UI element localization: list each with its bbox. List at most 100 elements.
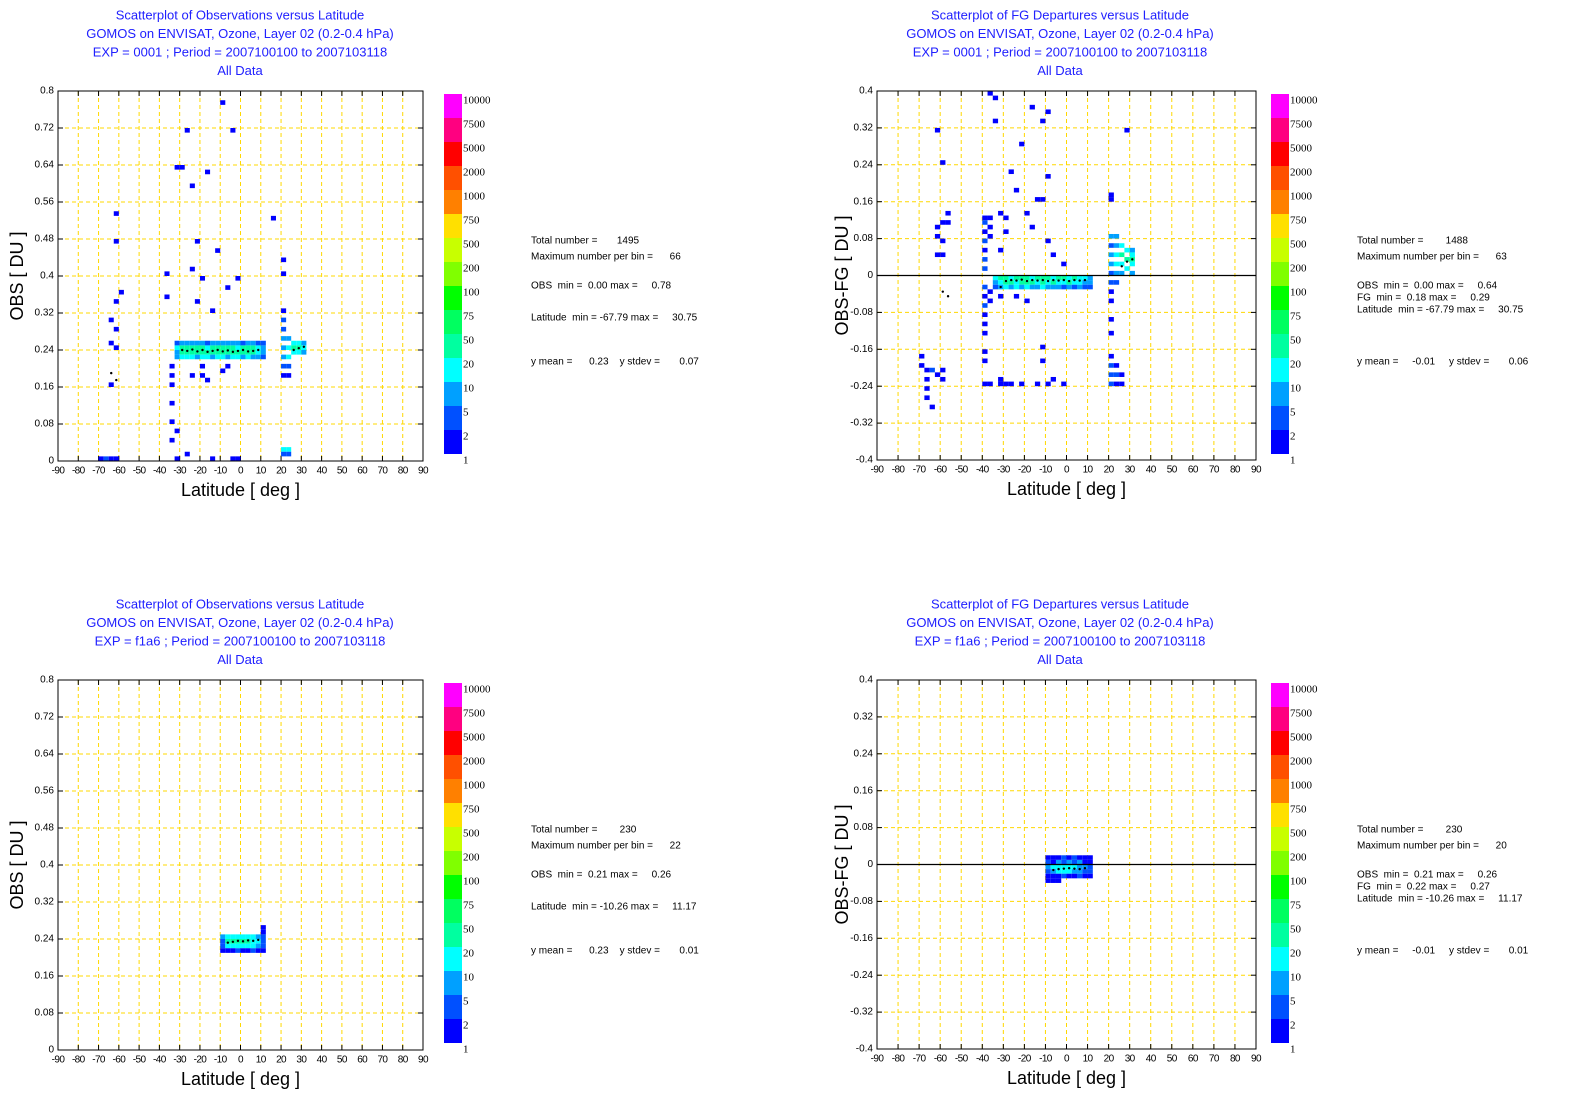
bin-cell (220, 939, 226, 944)
bin-cell (945, 210, 951, 216)
x-tick-label: -40 (976, 465, 990, 476)
colorbar-label: 5000 (1290, 143, 1313, 155)
bin-cell (174, 165, 180, 170)
colorbar-segment (1271, 406, 1289, 430)
bin-cell (940, 252, 946, 258)
bin-cell (210, 340, 216, 346)
bin-cell (940, 367, 946, 373)
x-axis-label: Latitude [ deg ] (181, 480, 300, 500)
stats-line: OBS min = 0.21 max = 0.26 (1357, 870, 1498, 881)
colorbar-segment (1271, 851, 1289, 875)
bin-cell (225, 354, 231, 360)
bin-cell (1040, 118, 1046, 124)
x-tick-label: 80 (398, 466, 409, 477)
bin-cell (1008, 381, 1014, 387)
bin-cell (1071, 284, 1078, 290)
y-tick-label: -0.16 (850, 933, 873, 944)
x-tick-label: 60 (357, 466, 368, 477)
colorbar-label: 7500 (1290, 708, 1313, 720)
y-tick-label: 0 (867, 859, 873, 870)
bin-cell (291, 340, 297, 346)
colorbar-segment (444, 875, 462, 899)
bin-cell (250, 345, 256, 350)
mean-point (1057, 279, 1060, 282)
bin-cell (215, 340, 221, 346)
bin-cell (1050, 864, 1056, 870)
bin-cell (189, 345, 195, 350)
x-axis-label: Latitude [ deg ] (181, 1069, 300, 1089)
colorbar-label: 750 (1290, 215, 1307, 227)
chart-title: EXP = f1a6 ; Period = 2007100100 to 2007… (95, 633, 386, 648)
bin-cell (1119, 252, 1125, 258)
colorbar-label: 2000 (463, 756, 486, 768)
colorbar-label: 500 (1290, 239, 1307, 251)
bin-cell (225, 934, 231, 939)
x-tick-label: 10 (256, 1055, 267, 1066)
bin-cell (240, 340, 246, 346)
bin-cell (1055, 873, 1062, 879)
mean-point (226, 349, 230, 352)
bin-cell (174, 350, 180, 355)
colorbar-segment (1271, 803, 1289, 827)
bin-cell (1013, 187, 1020, 193)
bin-cell (1055, 275, 1062, 281)
colorbar-segment (444, 310, 462, 334)
bin-cell (255, 340, 261, 346)
x-tick-label: 70 (377, 1055, 388, 1066)
x-tick-label: 80 (1230, 1054, 1241, 1065)
bin-cell (934, 372, 941, 377)
bin-cell (1071, 864, 1078, 870)
y-tick-label: 0.72 (35, 712, 55, 723)
bin-cell (189, 373, 195, 378)
bin-cell (998, 381, 1004, 387)
bin-cell (1034, 284, 1041, 290)
bin-cell (1050, 878, 1056, 883)
bin-cell (998, 247, 1004, 253)
bin-cell (225, 363, 231, 369)
bin-cell (1003, 215, 1009, 221)
colorbar-segment (1271, 142, 1289, 166)
colorbar-segment (1271, 238, 1289, 262)
colorbar-label: 100 (1290, 876, 1307, 888)
chart-title: All Data (1037, 652, 1083, 667)
bin-cell (940, 376, 946, 382)
bin-cell (255, 350, 261, 355)
bin-cell (260, 345, 266, 350)
bin-cell (1108, 289, 1114, 294)
mean-point (1073, 278, 1076, 282)
y-tick-label: 0.24 (854, 748, 874, 759)
x-tick-label: -90 (52, 1055, 66, 1066)
stats-line: y mean = -0.01 y stdev = 0.06 (1357, 357, 1529, 368)
mean-point (251, 939, 255, 943)
colorbar-label: 5000 (463, 732, 486, 744)
bin-cell (1024, 284, 1030, 290)
x-tick-label: -80 (892, 465, 906, 476)
colorbar-label: 20 (463, 359, 475, 371)
chart-title: All Data (217, 652, 263, 667)
bin-cell (1108, 192, 1114, 198)
bin-cell (982, 220, 988, 225)
bin-cell (1082, 855, 1088, 860)
x-tick-label: -40 (976, 1054, 990, 1065)
bin-cell (1045, 859, 1051, 865)
bin-cell (1124, 257, 1130, 262)
bin-cell (1055, 855, 1062, 860)
bin-cell (1024, 280, 1030, 285)
chart-title: GOMOS on ENVISAT, Ozone, Layer 02 (0.2-0… (906, 26, 1214, 41)
x-tick-label: -90 (871, 465, 885, 476)
x-tick-label: -50 (133, 1055, 147, 1066)
mean-point (257, 348, 260, 352)
colorbar-label: 500 (1290, 828, 1307, 840)
x-tick-label: 50 (337, 466, 348, 477)
chart-title: Scatterplot of Observations versus Latit… (116, 7, 365, 22)
colorbar-segment (444, 947, 462, 971)
bin-cell (235, 276, 241, 281)
bin-cell (250, 354, 256, 360)
bin-cell (1077, 859, 1083, 865)
bin-cell (1045, 109, 1051, 115)
x-tick-label: -70 (92, 1055, 106, 1066)
colorbar-segment (444, 406, 462, 430)
bin-cell (1040, 284, 1046, 290)
bin-cell (987, 381, 993, 387)
stats-line: OBS min = 0.21 max = 0.26 (531, 870, 672, 881)
